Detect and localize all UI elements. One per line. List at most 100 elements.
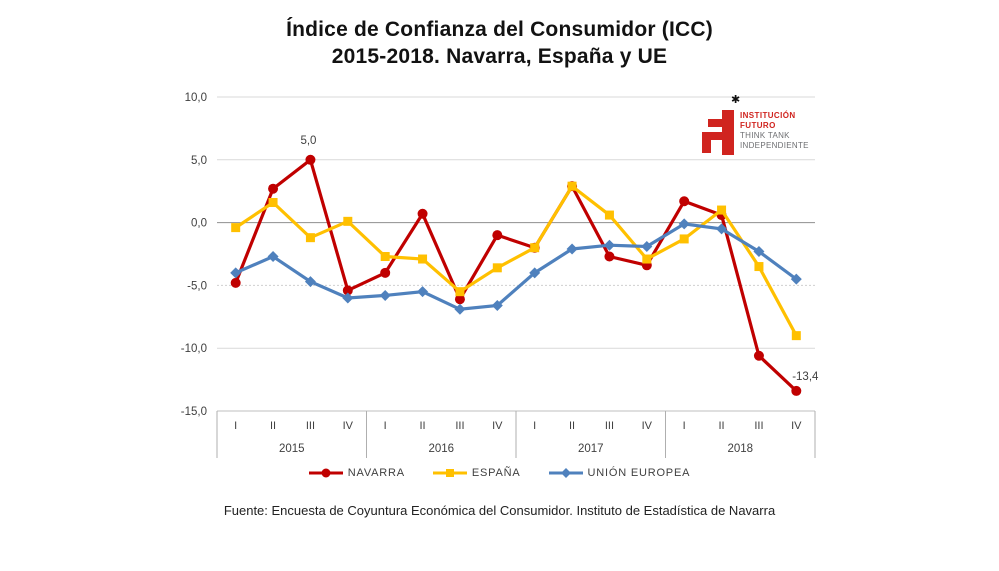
quarter-label: I (683, 420, 686, 432)
data-point-circle (679, 196, 690, 207)
y-tick-label: 5,0 (191, 155, 207, 167)
data-point-circle (305, 154, 316, 165)
data-point-square (268, 198, 278, 208)
data-point-diamond (342, 292, 354, 304)
futuro-f-logo-icon (702, 110, 734, 155)
chart-title-line1: Índice de Confianza del Consumidor (ICC) (286, 18, 713, 41)
data-point-diamond (379, 289, 391, 301)
y-tick-label: -15,0 (181, 406, 207, 418)
series-espa-a (231, 181, 801, 341)
legend-item-navarra: NAVARRA (308, 467, 405, 479)
quarter-label: III (455, 420, 464, 432)
data-point-square (754, 262, 764, 272)
data-point-diamond (417, 286, 429, 298)
chart-title: Índice de Confianza del Consumidor (ICC)… (0, 16, 999, 70)
logo-org-line1: INSTITUCIÓN (740, 111, 796, 120)
y-tick-label: -5,0 (187, 280, 207, 292)
data-point-diamond (678, 218, 690, 230)
square-marker-icon (432, 469, 467, 477)
data-point-diamond (529, 267, 541, 279)
data-point-circle (492, 230, 503, 241)
data-point-square (343, 216, 353, 226)
logo-org-line2: FUTURO (740, 121, 776, 130)
data-point-circle (268, 183, 279, 194)
year-label: 2015 (279, 443, 305, 455)
data-point-circle (230, 277, 241, 288)
data-point-square (231, 223, 241, 233)
quarter-label: II (569, 420, 575, 432)
legend-label: NAVARRA (347, 467, 405, 479)
data-point-square (679, 234, 689, 244)
chart-legend: NAVARRA ESPAÑA UNIÓN EUROPEA (0, 467, 999, 479)
series-navarra (230, 154, 802, 396)
data-point-square (567, 181, 577, 191)
data-point-diamond (716, 223, 728, 235)
data-point-diamond (753, 245, 765, 257)
data-point-circle (342, 285, 353, 296)
legend-item-espa-a: ESPAÑA (432, 467, 521, 479)
data-point-square (642, 254, 652, 264)
data-point-diamond (454, 303, 466, 315)
data-point-diamond (230, 267, 242, 279)
quarter-label: II (270, 420, 276, 432)
quarter-label: II (719, 420, 725, 432)
quarter-label: IV (343, 420, 354, 432)
legend-label: UNIÓN EUROPEA (587, 467, 691, 479)
data-point-circle (454, 294, 465, 305)
data-point-circle (753, 350, 764, 361)
y-tick-label: 0,0 (191, 218, 207, 230)
quarter-label: IV (791, 420, 802, 432)
data-point-circle (380, 267, 391, 278)
quarter-label: I (384, 420, 387, 432)
y-axis-labels: 10,0 5,0 0,0 -5,0 -10,0 -15,0 (181, 92, 207, 418)
data-point-circle (604, 251, 615, 262)
data-point-square (530, 243, 540, 253)
circle-marker-icon (308, 468, 343, 478)
data-point-square (305, 233, 315, 243)
data-point-square (604, 210, 614, 220)
data-point-diamond (641, 240, 653, 252)
year-label: 2018 (727, 443, 753, 455)
chart-title-line2: 2015-2018. Navarra, España y UE (331, 45, 668, 68)
source-note: Fuente: Encuesta de Coyuntura Económica … (223, 503, 776, 518)
data-point-square (791, 331, 801, 341)
quarter-label: III (754, 420, 763, 432)
y-tick-label: -10,0 (181, 343, 207, 355)
diamond-marker-icon (548, 468, 583, 478)
data-point-diamond (790, 273, 802, 285)
year-label: 2017 (578, 443, 604, 455)
series-line (234, 183, 798, 337)
series-line (234, 157, 798, 393)
legend-item-uni-n-europea: UNIÓN EUROPEA (548, 467, 691, 479)
data-labels: 5,0 -13,4 (300, 135, 819, 383)
quarter-label: III (306, 420, 315, 432)
institucion-futuro-logo: ✱ INSTITUCIÓN FUTURO THINK TANK INDEPEND… (698, 94, 818, 162)
quarter-label: IV (492, 420, 503, 432)
legend-label: ESPAÑA (471, 467, 521, 479)
quarter-label: III (605, 420, 614, 432)
quarter-label: I (533, 420, 536, 432)
data-point-diamond (566, 243, 578, 255)
logo-text: INSTITUCIÓN FUTURO THINK TANK INDEPENDIE… (740, 111, 809, 151)
data-point-diamond (267, 251, 279, 263)
data-label: -13,4 (792, 371, 819, 383)
data-point-circle (417, 208, 428, 219)
data-label: 5,0 (300, 135, 316, 147)
quarter-label: I (234, 420, 237, 432)
data-point-square (492, 263, 502, 273)
data-point-diamond (603, 239, 615, 251)
data-point-diamond (304, 276, 316, 288)
data-point-square (717, 205, 727, 215)
data-point-square (418, 254, 428, 264)
logo-tag-line2: INDEPENDIENTE (740, 141, 809, 150)
quarter-label: II (420, 420, 426, 432)
logo-tag-line1: THINK TANK (740, 131, 790, 140)
star-icon: ✱ (731, 94, 741, 106)
series-line (235, 222, 798, 311)
data-point-square (380, 252, 390, 262)
year-label: 2016 (428, 443, 454, 455)
y-tick-label: 10,0 (185, 92, 207, 104)
